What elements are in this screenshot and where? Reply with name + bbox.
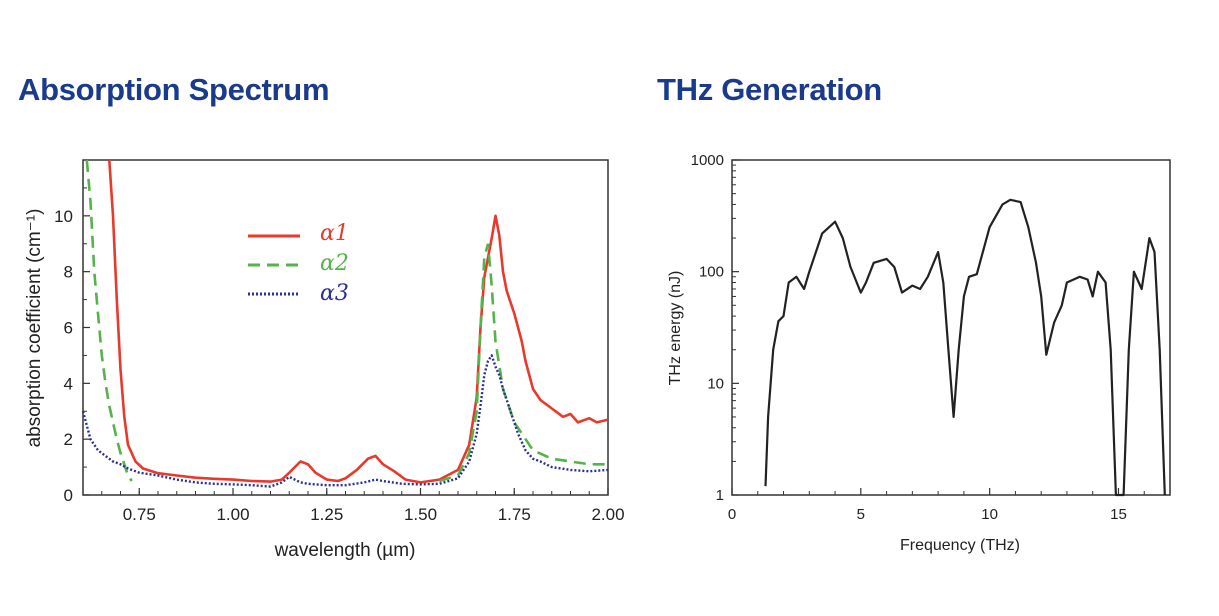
absorption-y-tick-label: 6 xyxy=(64,319,73,338)
absorption-ticks: 0.75 1.00 1.25 1.50 1.75 2.00 0 2 4 6 8 10 xyxy=(54,187,625,524)
thz-x-tick-label: 10 xyxy=(981,506,998,523)
absorption-x-tick-label: 1.50 xyxy=(404,505,437,524)
legend-label-a1: α1 xyxy=(320,221,349,246)
legend-label-a2: α2 xyxy=(320,251,349,276)
absorption-series-2-line-peak xyxy=(438,243,608,483)
thz-x-tick-label: 5 xyxy=(857,506,865,523)
absorption-x-tick-label: 1.25 xyxy=(310,505,343,524)
absorption-x-tick-label: 2.00 xyxy=(591,505,624,524)
absorption-spectrum-title: Absorption Spectrum xyxy=(18,72,330,107)
absorption-y-tick-label: 10 xyxy=(54,207,73,226)
thz-y-tick-label: 1 xyxy=(716,487,724,504)
absorption-series-2-line xyxy=(85,159,133,482)
thz-y-tick-label: 1000 xyxy=(691,152,724,169)
thz-x-label: Frequency (THz) xyxy=(900,537,1020,554)
legend-label-a3: α3 xyxy=(320,281,349,306)
thz-y-label: THz energy (nJ) xyxy=(667,271,684,386)
absorption-series-1-line xyxy=(108,159,609,484)
thz-ticks: 0 5 10 15 1 10 100 1000 xyxy=(691,152,1171,523)
thz-x-tick-label: 15 xyxy=(1110,506,1127,523)
thz-y-tick-label: 10 xyxy=(707,375,724,392)
thz-plot-frame xyxy=(731,159,1171,496)
absorption-y-label: absorption coefficient (cm⁻¹) xyxy=(24,209,45,448)
absorption-y-tick-label: 8 xyxy=(64,263,73,282)
absorption-y-tick-label: 4 xyxy=(64,374,73,393)
thz-series xyxy=(764,198,1166,497)
absorption-series xyxy=(81,159,609,488)
absorption-y-tick-label: 0 xyxy=(64,486,73,505)
thz-generation-title: THz Generation xyxy=(657,72,882,107)
thz-series-line xyxy=(764,198,1166,497)
absorption-y-tick-label: 2 xyxy=(64,430,73,449)
absorption-x-label: wavelength (µm) xyxy=(274,540,416,561)
thz-x-tick-label: 0 xyxy=(728,506,736,523)
absorption-x-tick-label: 1.75 xyxy=(498,505,531,524)
absorption-x-tick-label: 0.75 xyxy=(123,505,156,524)
absorption-x-tick-label: 1.00 xyxy=(216,505,249,524)
absorption-legend: α1 α2 α3 xyxy=(248,221,349,306)
thz-y-tick-label: 100 xyxy=(699,264,724,281)
